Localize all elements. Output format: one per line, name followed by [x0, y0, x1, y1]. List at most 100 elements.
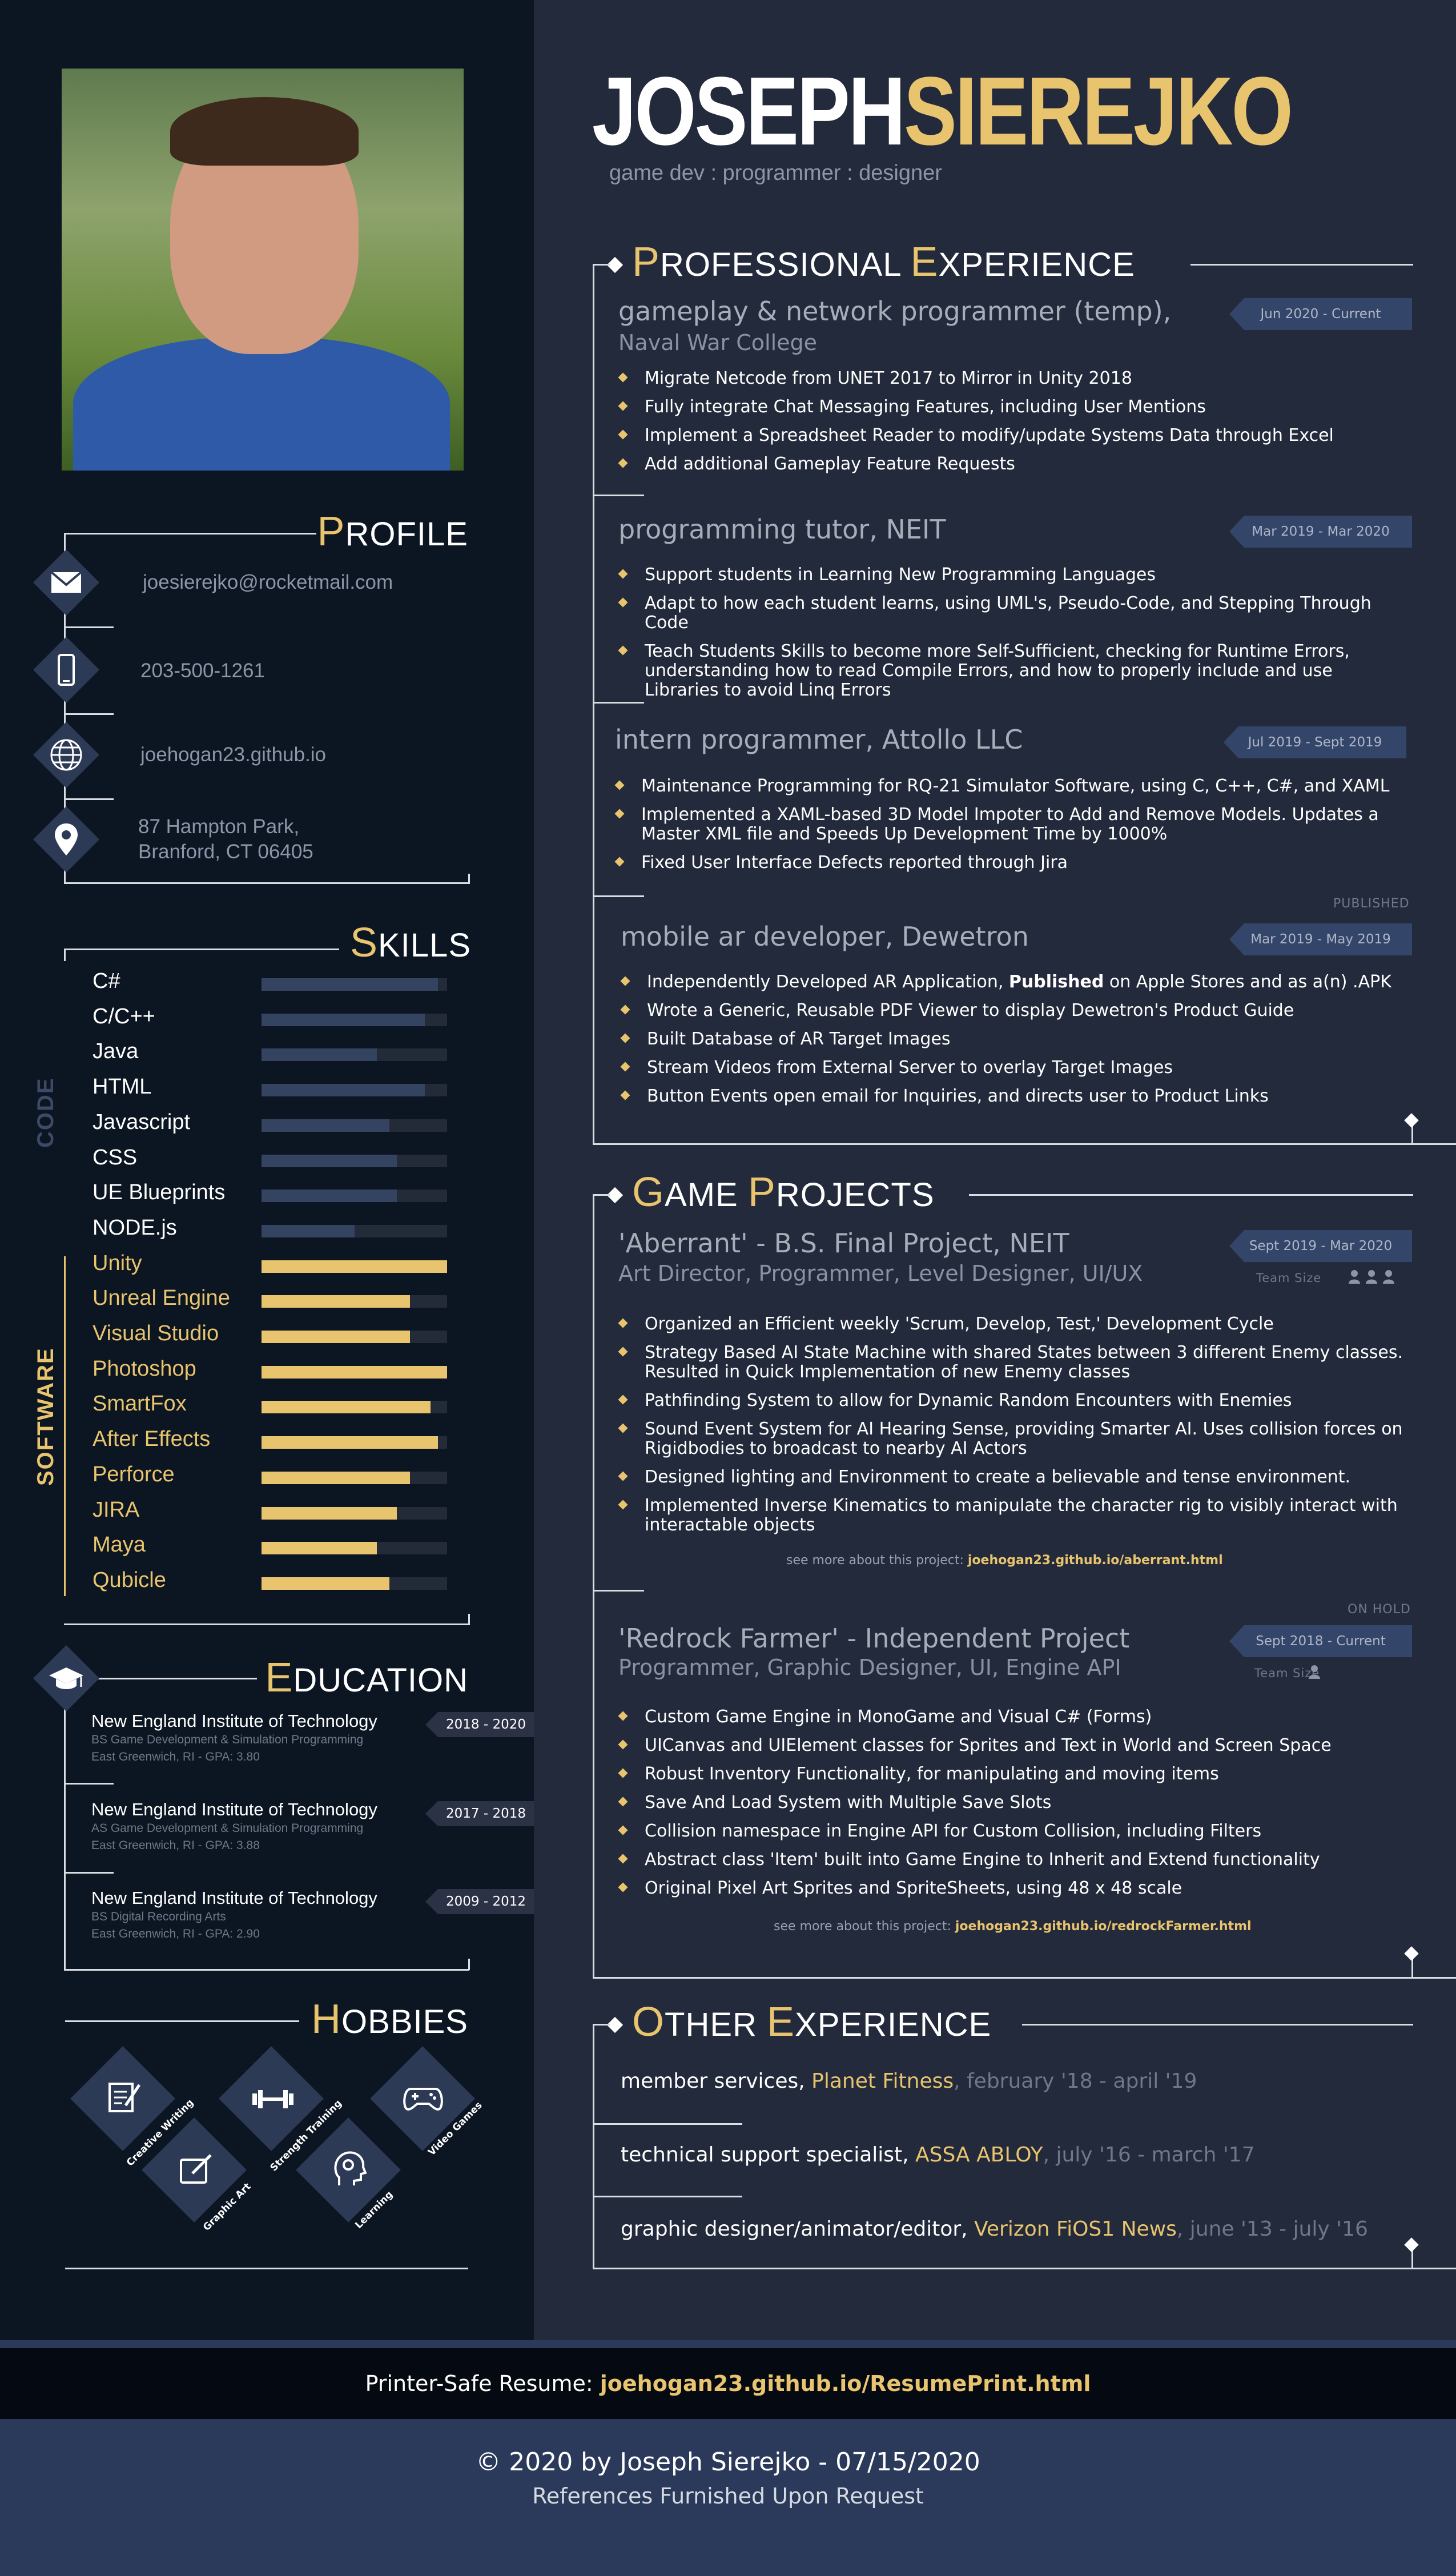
team-size-label: Team Size — [1254, 1666, 1320, 1680]
projects-heading: GAME PROJECTS — [632, 1170, 935, 1215]
skill-name: HTML — [92, 1075, 152, 1099]
skill-name: Maya — [92, 1533, 146, 1557]
list-item: Built Database of AR Target Images — [621, 1030, 1409, 1049]
mail-icon — [32, 548, 100, 617]
skill-name: Photoshop — [92, 1356, 196, 1381]
skill-bar — [262, 1224, 447, 1237]
heading-stub — [593, 2024, 610, 2026]
education-years: 2018 - 2020 — [425, 1712, 542, 1737]
skill-name: SmartFox — [92, 1392, 187, 1416]
hobbies-frame-bottom — [65, 2268, 468, 2269]
skill-bar — [262, 1013, 447, 1026]
globe-icon — [32, 721, 100, 789]
project-bullets: Custom Game Engine in MonoGame and Visua… — [618, 1707, 1409, 1907]
job-separator — [593, 702, 644, 704]
skill-bar-fill — [262, 1224, 355, 1237]
education-divider — [91, 1678, 257, 1679]
head-gears-icon — [331, 2150, 367, 2190]
list-item: Strategy Based AI State Machine with sha… — [618, 1343, 1409, 1382]
education-degree: BS Digital Recording Arts — [91, 1910, 226, 1923]
job-title: mobile ar developer, Dewetron — [621, 921, 1029, 952]
list-item: Button Events open email for Inquiries, … — [621, 1087, 1409, 1106]
published-label: PUBLISHED — [1333, 897, 1410, 911]
project-title: 'Aberrant' - B.S. Final Project, NEIT — [618, 1228, 1069, 1259]
see-more-link[interactable]: see more about this project: joehogan23.… — [774, 1919, 1252, 1934]
profile-tick — [65, 798, 114, 800]
list-item: Support students in Learning New Program… — [618, 565, 1406, 585]
skill-bar-fill — [262, 1577, 390, 1590]
skill-row: Unity — [91, 1251, 457, 1280]
graduation-cap-icon — [32, 1645, 100, 1713]
phone-text[interactable]: 203-500-1261 — [140, 660, 265, 682]
footer-divider — [0, 2340, 1456, 2348]
printer-safe-link[interactable]: joehogan23.github.io/ResumePrint.html — [600, 2371, 1091, 2396]
tagline: game dev : programmer : designer — [609, 161, 942, 185]
list-item: Adapt to how each student learns, using … — [618, 594, 1406, 633]
list-item: Sound Event System for AI Hearing Sense,… — [618, 1420, 1409, 1458]
skill-bar — [262, 1577, 447, 1590]
list-item: Implement a Spreadsheet Reader to modify… — [618, 426, 1406, 445]
skill-bar — [262, 1471, 447, 1484]
education-years: 2009 - 2012 — [425, 1889, 542, 1914]
list-item: Add additional Gameplay Feature Requests — [618, 455, 1406, 474]
job-separator — [593, 495, 644, 496]
list-item: Maintenance Programming for RQ-21 Simula… — [615, 777, 1409, 796]
skill-row: UE Blueprints — [91, 1180, 457, 1209]
skill-bar-fill — [262, 1013, 425, 1026]
project-dates: Sept 2019 - Mar 2020 — [1229, 1230, 1412, 1262]
education-item: New England Institute of Technology BS G… — [91, 1711, 377, 1766]
skill-bar-fill — [262, 1154, 397, 1167]
job-bullets: Maintenance Programming for RQ-21 Simula… — [615, 777, 1409, 882]
education-degree: AS Game Development & Simulation Program… — [91, 1822, 364, 1835]
other-experience-item: graphic designer/animator/editor, Verizo… — [621, 2217, 1368, 2241]
skill-row: Qubicle — [91, 1568, 457, 1597]
skill-bar-fill — [262, 1295, 410, 1308]
education-school: New England Institute of Technology — [91, 1799, 377, 1819]
frame-corner-diamond — [1404, 1946, 1419, 1961]
hobby-strength-training: Strength Training — [219, 2046, 344, 2174]
website-text[interactable]: joehogan23.github.io — [140, 744, 327, 766]
skill-row: C/C++ — [91, 1004, 457, 1033]
profile-frame-left — [64, 533, 66, 884]
project-dates: Sept 2018 - Current — [1229, 1625, 1412, 1657]
skill-name: Qubicle — [92, 1568, 166, 1592]
list-item: Designed lighting and Environment to cre… — [618, 1468, 1409, 1487]
other-experience-item: member services, Planet Fitness, februar… — [621, 2069, 1197, 2093]
experience-frame-left — [593, 266, 594, 1145]
education-tick — [65, 1783, 114, 1785]
list-item: UICanvas and UIElement classes for Sprit… — [618, 1736, 1409, 1755]
skill-bar-fill — [262, 1365, 447, 1379]
list-item: Teach Students Skills to become more Sel… — [618, 642, 1406, 700]
skill-bar — [262, 1260, 447, 1273]
skill-name: After Effects — [92, 1427, 211, 1452]
other-experience-item: technical support specialist, ASSA ABLOY… — [621, 2143, 1255, 2167]
phone-icon — [32, 636, 100, 704]
list-item: Implemented Inverse Kinematics to manipu… — [618, 1496, 1409, 1535]
profile-frame-right — [468, 874, 470, 884]
skill-row: Java — [91, 1039, 457, 1068]
frame-corner-diamond — [1404, 2237, 1419, 2252]
skill-name: Unity — [92, 1251, 142, 1275]
references-note: References Furnished Upon Request — [532, 2483, 924, 2509]
address-line2: Branford, CT 06405 — [138, 841, 313, 863]
other-frame-bottom — [593, 2268, 1456, 2269]
email-text[interactable]: joesierejko@rocketmail.com — [143, 571, 393, 593]
projects-frame-left — [593, 1195, 594, 1979]
gamepad-icon — [403, 2085, 444, 2114]
education-item: New England Institute of Technology AS G… — [91, 1799, 377, 1854]
project-title: 'Redrock Farmer' - Independent Project — [618, 1623, 1130, 1654]
skill-bar-fill — [262, 1436, 438, 1449]
on-hold-label: ON HOLD — [1348, 1602, 1411, 1617]
see-more-link[interactable]: see more about this project: joehogan23.… — [786, 1553, 1223, 1568]
skill-row: Visual Studio — [91, 1321, 457, 1350]
skill-bar — [262, 1154, 447, 1167]
software-label: SOFTWARE — [33, 1347, 58, 1486]
skill-name: JIRA — [92, 1497, 140, 1522]
list-item: Original Pixel Art Sprites and SpriteShe… — [618, 1879, 1409, 1898]
dumbbell-icon — [250, 2089, 296, 2112]
list-item: Custom Game Engine in MonoGame and Visua… — [618, 1707, 1409, 1727]
skill-bar — [262, 1365, 447, 1379]
sidebar: PROFILE joesierejko@rocketmail.com 203-5… — [0, 0, 542, 2340]
other-separator — [593, 2196, 742, 2197]
skill-name: C# — [92, 969, 120, 993]
